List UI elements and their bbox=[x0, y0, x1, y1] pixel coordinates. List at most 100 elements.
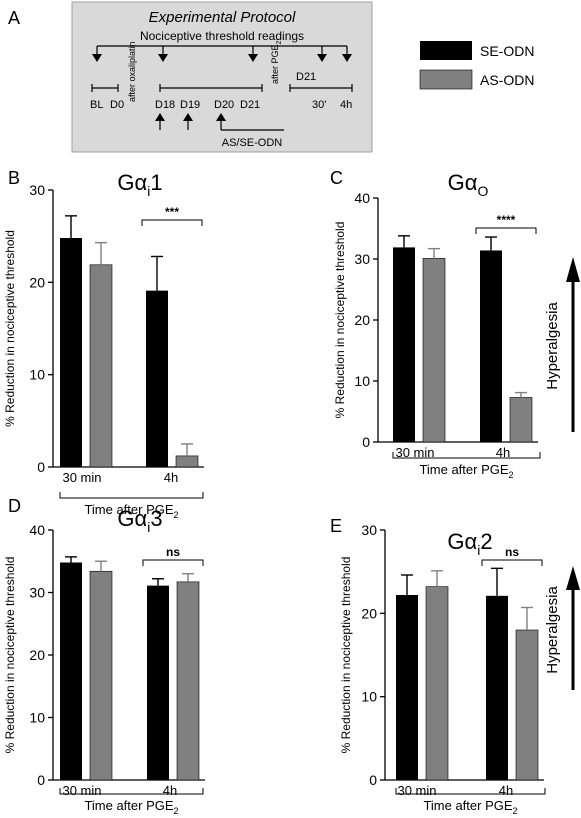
bar-se-4h bbox=[480, 250, 502, 442]
bar-as-4h bbox=[176, 581, 200, 781]
after-oxaliplatin-label: after oxaliplatin bbox=[127, 41, 137, 102]
up-arrow-icon bbox=[566, 257, 580, 282]
down-arrow-icon bbox=[248, 54, 258, 62]
chart-title-main: Gα bbox=[448, 170, 478, 195]
hyperalgesia-label-c: Hyperalgesia bbox=[544, 302, 561, 390]
x-category-label: 30 min bbox=[62, 783, 101, 798]
y-tick-label: 0 bbox=[369, 772, 377, 788]
readings-bracket bbox=[96, 45, 348, 54]
x-group-bracket bbox=[59, 788, 204, 795]
y-tick-label: 20 bbox=[29, 274, 45, 290]
x-axis-label-main: Time after PGE bbox=[419, 462, 508, 477]
y-tick-label: 40 bbox=[354, 190, 370, 206]
y-tick-label: 20 bbox=[29, 647, 45, 663]
protocol-title: Experimental Protocol bbox=[149, 9, 296, 26]
x-axis-label: Time after PGE2 bbox=[84, 502, 178, 520]
timeline-d21b: D21 bbox=[296, 71, 316, 83]
y-tick-label: 40 bbox=[29, 522, 45, 538]
x-axis-label-main: Time after PGE bbox=[423, 798, 512, 813]
bar-as-4h bbox=[175, 455, 199, 468]
readings-label: Nociceptive threshold readings bbox=[140, 29, 304, 43]
y-tick-label: 0 bbox=[37, 459, 45, 475]
chart-title-suffix: 3 bbox=[150, 506, 162, 531]
chart-title-subscript: O bbox=[477, 183, 488, 199]
legend-swatch-as bbox=[419, 69, 473, 90]
x-category-label: 30 min bbox=[397, 783, 436, 798]
x-axis-label-main: Time after PGE bbox=[84, 502, 173, 517]
significance-label: **** bbox=[497, 213, 516, 227]
bar-se-30min bbox=[60, 562, 82, 780]
significance-label: *** bbox=[165, 205, 179, 219]
x-axis-label: Time after PGE2 bbox=[423, 798, 517, 816]
x-category-label: 30 min bbox=[395, 445, 434, 460]
chart-title-suffix: 2 bbox=[480, 529, 492, 554]
bar-as-4h bbox=[509, 397, 533, 443]
bar-as-30min bbox=[89, 264, 113, 468]
y-tick-label: 30 bbox=[29, 585, 45, 601]
chart-title-subscript: i bbox=[147, 519, 150, 535]
bar-as-30min bbox=[425, 586, 449, 781]
timeline-d21a: D21 bbox=[240, 99, 260, 111]
chart-galpha-o: GαO 0 10 20 30 40 % Reduction in nociceptive t… bbox=[333, 170, 541, 480]
injection-arrows bbox=[155, 113, 284, 131]
legend-label-se: SE-ODN bbox=[480, 43, 534, 59]
x-group-bracket bbox=[395, 788, 546, 795]
chart-galpha-i2: Gαi2 0 10 20 30 % Reduction in nociceptive th… bbox=[339, 522, 546, 816]
x-axis-label: Time after PGE2 bbox=[419, 462, 513, 480]
y-tick-label: 10 bbox=[29, 367, 45, 383]
y-tick-label: 30 bbox=[361, 522, 377, 538]
protocol-background bbox=[71, 1, 373, 153]
chart-title: Gαi1 bbox=[117, 170, 162, 199]
panel-letter-b: B bbox=[8, 168, 20, 188]
panel-letter-e: E bbox=[330, 516, 342, 536]
timeline-d18: D18 bbox=[155, 99, 175, 111]
down-arrow-icon bbox=[92, 54, 102, 62]
significance-bracket bbox=[481, 559, 543, 566]
y-axis-label: % Reduction in nociceptive threshold bbox=[3, 557, 17, 754]
x-axis-label: Time after PGE2 bbox=[84, 798, 178, 816]
bar-se-30min bbox=[396, 595, 418, 780]
x-axis-label-subscript: 2 bbox=[509, 470, 514, 480]
chart-title: Gαi2 bbox=[447, 529, 492, 558]
bar-se-30min bbox=[60, 238, 82, 467]
x-category-label: 4h bbox=[496, 445, 510, 460]
y-tick-label: 20 bbox=[361, 605, 377, 621]
bar-as-4h bbox=[515, 629, 539, 781]
up-arrow-icon bbox=[183, 113, 193, 121]
chart-title-main: Gα bbox=[117, 170, 147, 195]
hyperalgesia-e: Hyperalgesia bbox=[544, 566, 580, 690]
y-tick-label: 10 bbox=[361, 689, 377, 705]
svg-text:after PGE2: after PGE2 bbox=[270, 40, 283, 84]
reading-arrows bbox=[92, 54, 352, 62]
x-axis-label-subscript: 2 bbox=[174, 806, 179, 816]
legend-label-as: AS-ODN bbox=[480, 72, 534, 88]
timeline-4h: 4h bbox=[340, 99, 352, 111]
legend: SE-ODN AS-ODN bbox=[419, 41, 534, 90]
x-group-bracket bbox=[392, 452, 541, 459]
hyperalgesia-label-e: Hyperalgesia bbox=[544, 586, 561, 674]
significance-bracket bbox=[475, 227, 537, 234]
y-axis-label: % Reduction in nociceptive threshold bbox=[339, 557, 353, 754]
hyperalgesia-c: Hyperalgesia bbox=[544, 257, 580, 432]
chart-title-subscript: i bbox=[477, 542, 480, 558]
timeline bbox=[91, 84, 353, 92]
after-pge2-label: after PGE2 bbox=[270, 40, 283, 84]
down-arrow-icon bbox=[158, 54, 168, 62]
up-arrow-icon bbox=[216, 113, 226, 121]
significance-label: ns bbox=[505, 545, 519, 559]
x-category-label: 4h bbox=[163, 783, 177, 798]
y-tick-label: 20 bbox=[354, 312, 370, 328]
y-axis-label: % Reduction in nociceptive threshold bbox=[3, 230, 17, 427]
chart-title: GαO bbox=[448, 170, 489, 199]
x-axis-label-subscript: 2 bbox=[174, 510, 179, 520]
timeline-d0: D0 bbox=[110, 99, 124, 111]
timeline-d20: D20 bbox=[214, 99, 234, 111]
x-category-label: 4h bbox=[499, 783, 513, 798]
chart-title: Gαi3 bbox=[117, 506, 162, 535]
protocol-panel: Experimental Protocol Nociceptive thresh… bbox=[71, 1, 373, 153]
y-tick-label: 10 bbox=[29, 710, 45, 726]
panel-letter-c: C bbox=[330, 168, 343, 188]
x-category-label: 30 min bbox=[62, 470, 101, 485]
down-arrow-icon bbox=[317, 54, 327, 62]
